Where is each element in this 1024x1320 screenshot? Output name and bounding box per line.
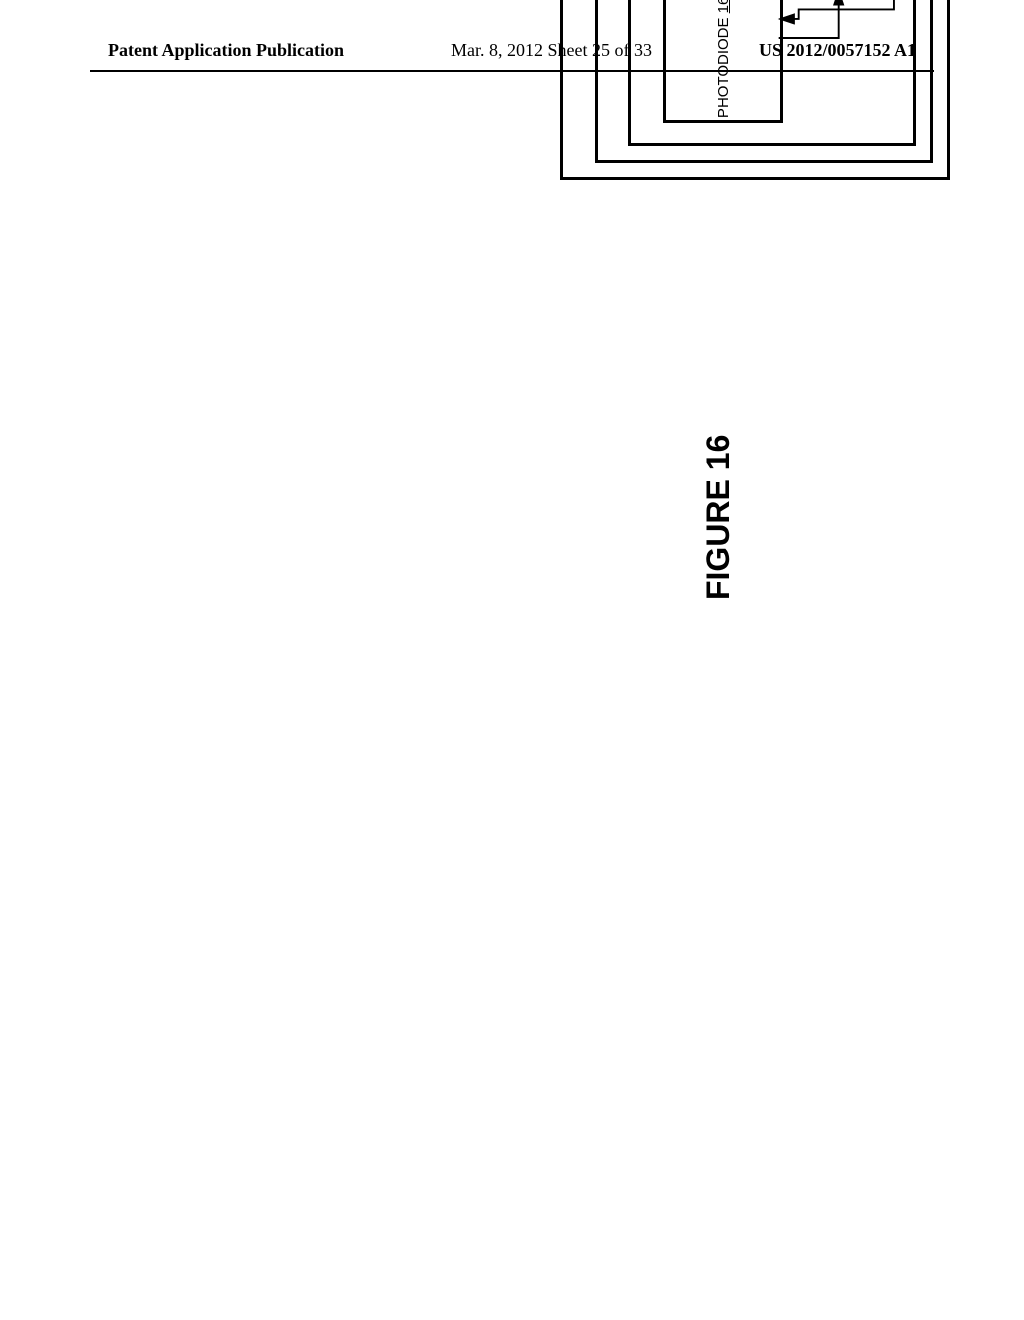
light-detection-circuit-box: LIGHT DETECTION CIRCUIT 1601 PIXEL CIRCU… [595,0,933,163]
pixel-circuit-box: PIXEL CIRCUIT 1602 PHOTODIODE 1604A PHOT… [628,0,916,146]
light-detection-circuit-label: LIGHT DETECTION CIRCUIT 1601 [604,0,622,160]
pd-a-ref: 1604A [715,0,732,13]
pixel-circuit-label: PIXEL CIRCUIT 1602 [637,0,655,143]
image-sensor-device-box: IMAGE SENSOR DEVICE 1600 LIGHT DETECTION… [560,0,950,180]
photodiode-a-box: PHOTODIODE 1604A [663,0,783,123]
diagram: IMAGE SENSOR DEVICE 1600 LIGHT DETECTION… [560,0,950,180]
image-sensor-device-label: IMAGE SENSOR DEVICE 1600 [571,0,589,177]
figure-label: FIGURE 16 [700,435,737,600]
pd-a-label: PHOTODIODE [715,17,732,118]
header-left: Patent Application Publication [108,40,344,61]
page: Patent Application Publication Mar. 8, 2… [0,0,1024,1320]
